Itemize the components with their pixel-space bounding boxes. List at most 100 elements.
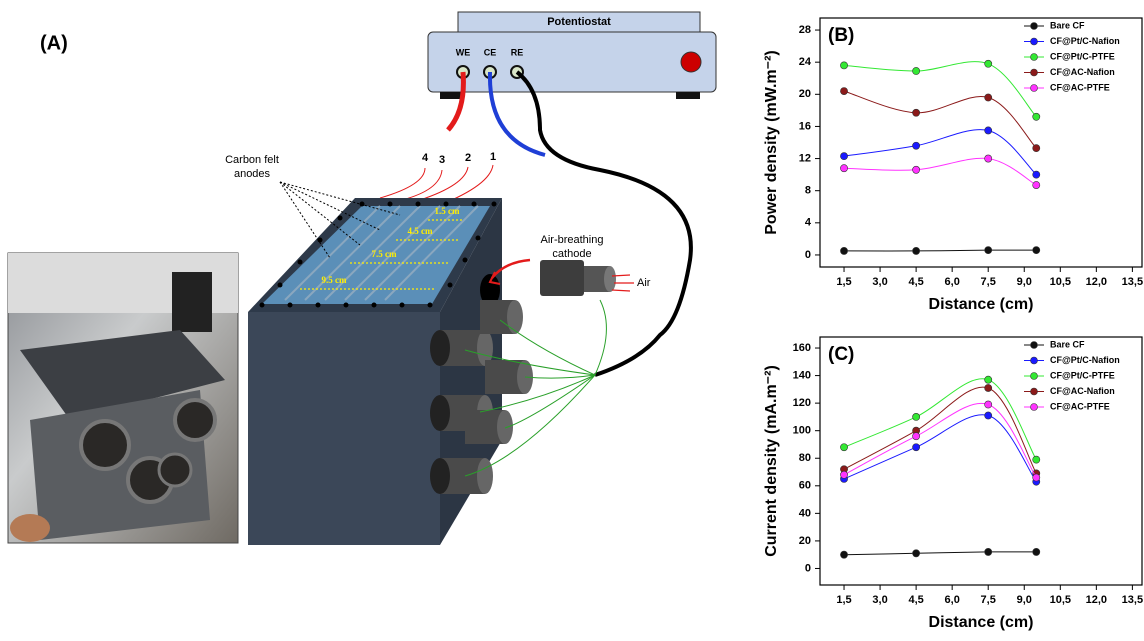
terminal-label: WE [456, 47, 471, 57]
cathode-label: cathode [552, 248, 591, 260]
legend-label: CF@AC-Nafion [1050, 67, 1115, 77]
plot-frame [819, 17, 1143, 268]
legend-label: CF@AC-PTFE [1050, 82, 1110, 92]
x-tick-label: 4,5 [908, 276, 923, 288]
series-line [843, 414, 1037, 482]
data-point [840, 152, 848, 161]
data-point [984, 400, 993, 409]
x-tick-label: 1,5 [836, 594, 851, 606]
terminal-label: CE [484, 47, 497, 57]
y-tick-label: 24 [799, 56, 812, 68]
x-tick-label: 12,0 [1086, 276, 1107, 288]
y-tick-label: 160 [793, 342, 811, 354]
legend-swatch [1030, 22, 1038, 30]
series-line [844, 157, 1037, 186]
data-point [984, 93, 993, 102]
series-line [843, 90, 1037, 149]
data-point [984, 59, 993, 68]
legend-label: CF@Pt/C-PTFE [1050, 51, 1115, 61]
x-tick-label: 13,5 [1122, 594, 1143, 606]
series-line [843, 61, 1037, 118]
potentiostat-label: Potentiostat [547, 16, 611, 28]
data-point [1032, 144, 1041, 153]
wire-number: 1 [490, 151, 496, 163]
data-point [984, 548, 993, 556]
diagram: (A) Potentiostat WE [7, 11, 717, 545]
terminal-label: RE [511, 47, 524, 57]
air-label: Air [637, 277, 651, 289]
panel-label: (A) [40, 32, 68, 54]
data-point [1032, 170, 1041, 179]
legend-swatch [1030, 84, 1038, 92]
x-tick-label: 13,5 [1122, 276, 1143, 288]
y-tick-label: 20 [799, 535, 811, 547]
data-point [984, 154, 993, 163]
legend-swatch [1030, 341, 1038, 349]
potentiostat: Potentiostat WE CE RE [427, 11, 717, 99]
photo [7, 252, 239, 544]
data-point [984, 375, 993, 384]
y-axis-title: Power density (mW.m⁻²) [763, 50, 780, 234]
wire-number: 3 [439, 154, 445, 166]
y-tick-label: 12 [799, 152, 811, 164]
anode-label: Carbon felt [225, 154, 279, 166]
data-point [912, 432, 921, 441]
data-point [1032, 473, 1041, 482]
data-point [1032, 455, 1041, 464]
legend-label: CF@Pt/C-PTFE [1050, 370, 1115, 380]
y-tick-label: 120 [793, 397, 811, 409]
anode-pointers [279, 181, 401, 259]
y-tick-label: 0 [805, 562, 811, 574]
data-point [912, 141, 921, 150]
y-tick-label: 100 [793, 425, 811, 437]
series-line [843, 129, 1037, 175]
y-tick-label: 4 [805, 217, 812, 229]
x-tick-label: 12,0 [1086, 594, 1107, 606]
data-point [840, 443, 848, 452]
distance-label: 1.5 cm [435, 206, 460, 216]
cathode-label: Air-breathing [541, 234, 604, 246]
chart: 0 20 40 60 80 100 120 140 160 1,5 3,0 4,5 6,0 7,5 9,0 1… [763, 336, 1143, 631]
data-point [912, 165, 921, 174]
data-point [912, 67, 921, 75]
y-axis-title: Current density (mA.m⁻²) [763, 365, 780, 557]
x-tick-label: 6,0 [945, 276, 960, 288]
charts: 0 4 8 12 16 20 24 28 1,5 3,0 4,5 6,0 7,5 9,0 10,5 12,0 1… [763, 17, 1143, 631]
legend-label: Bare CF [1050, 20, 1085, 30]
legend-label: CF@Pt/C-Nafion [1050, 36, 1120, 46]
y-tick-label: 20 [799, 88, 811, 100]
series-line [843, 402, 1037, 478]
data-point [984, 411, 993, 420]
anode-label: anodes [234, 168, 271, 180]
x-tick-label: 10,5 [1050, 594, 1071, 606]
data-point [984, 384, 993, 392]
wire-number: 2 [465, 152, 471, 164]
legend-swatch [1030, 372, 1038, 380]
data-point [912, 108, 921, 117]
data-point [840, 550, 848, 559]
x-tick-label: 9,0 [1017, 594, 1032, 606]
legend-label: CF@AC-Nafion [1050, 386, 1115, 396]
data-point [840, 61, 848, 70]
legend-swatch [1030, 37, 1038, 46]
data-point [840, 164, 848, 173]
legend-label: CF@Pt/C-Nafion [1050, 355, 1120, 365]
panel-label: (B) [828, 25, 854, 46]
y-tick-label: 28 [799, 24, 811, 36]
series-line [843, 386, 1037, 474]
y-tick-label: 40 [799, 507, 811, 519]
legend-swatch [1030, 68, 1038, 77]
data-point [912, 413, 921, 421]
x-tick-label: 10,5 [1050, 276, 1071, 288]
data-point [840, 247, 848, 255]
data-point [840, 87, 848, 95]
data-point [912, 443, 921, 452]
wire-number: 4 [422, 152, 429, 164]
data-point [984, 126, 993, 135]
x-tick-label: 7,5 [981, 276, 996, 288]
x-tick-label: 3,0 [872, 594, 887, 606]
chart: 0 4 8 12 16 20 24 28 1,5 3,0 4,5 6,0 7,5 9,0 10,5 12,0 1… [763, 17, 1143, 313]
y-tick-label: 80 [799, 452, 811, 464]
data-point [1032, 181, 1041, 189]
